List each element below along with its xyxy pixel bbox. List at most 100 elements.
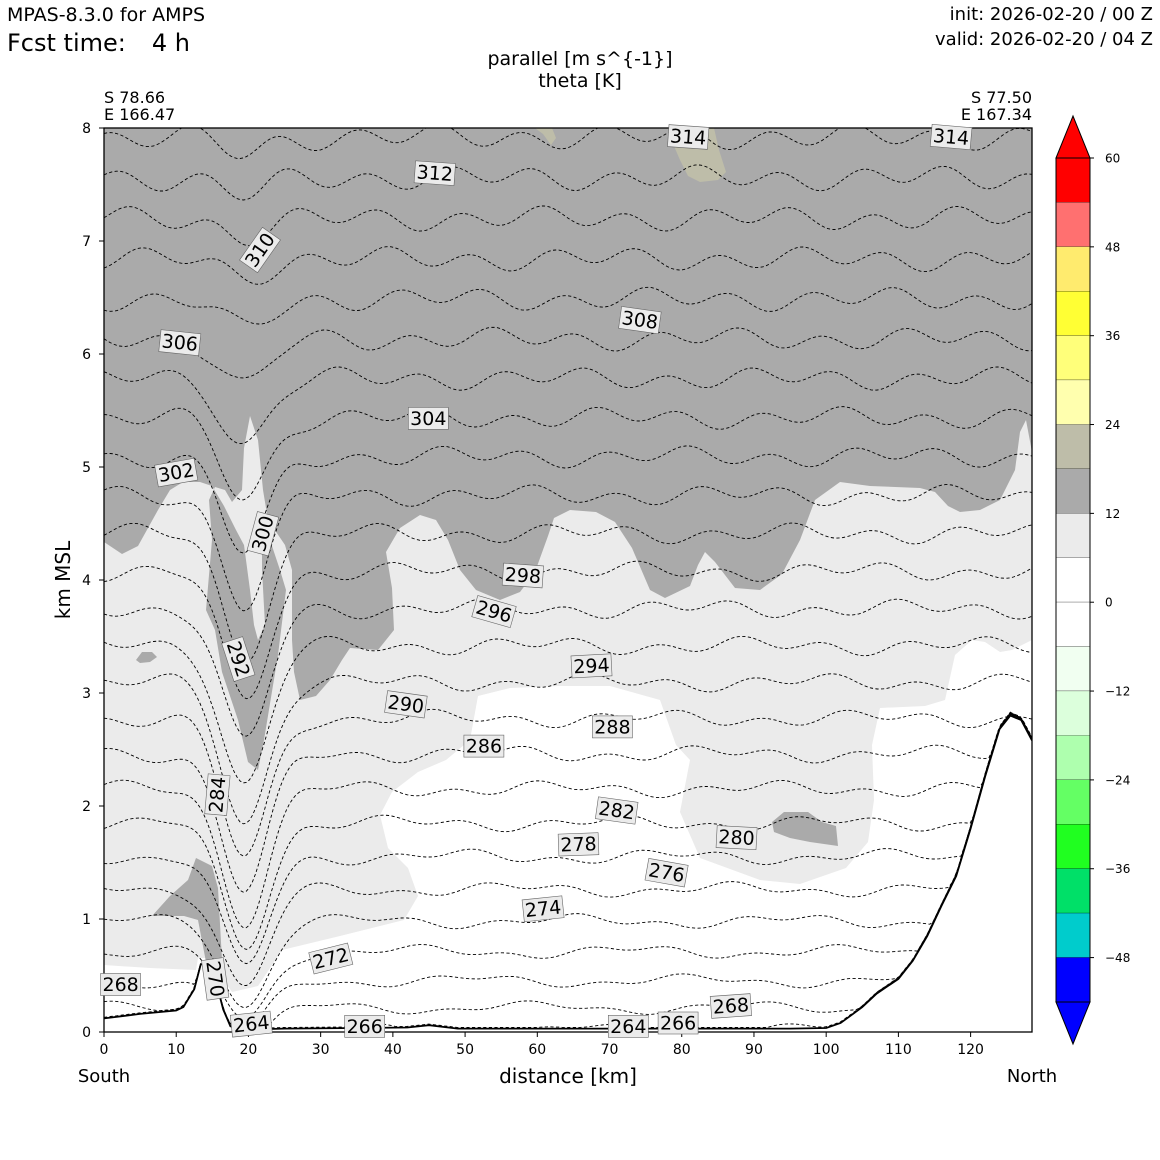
y-tick-label: 4: [82, 573, 91, 589]
y-tick-label: 2: [82, 799, 91, 815]
theta-label-text: 290: [386, 691, 425, 718]
right-endpoint-lat: S 77.50: [971, 88, 1032, 107]
theta-label-box: [644, 858, 689, 888]
theta-line: [104, 713, 1032, 1029]
theta-label-box: [570, 653, 613, 679]
y-tick-label: 6: [82, 347, 91, 363]
plot-area: [104, 128, 1032, 1032]
theta-label: 268: [100, 973, 141, 996]
theta-label-text: 264: [232, 1012, 270, 1038]
theta-label: 280: [715, 825, 758, 850]
colorbar-tick-label: 60: [1105, 152, 1120, 166]
colorbar-bin: [1056, 424, 1090, 469]
colorbar-bin: [1056, 602, 1090, 647]
theta-label: 314: [667, 124, 710, 150]
theta-label-text: 266: [660, 1013, 696, 1035]
right-endpoint-lon: E 167.34: [961, 105, 1032, 124]
theta-label: 288: [592, 715, 633, 738]
south-label: South: [78, 1066, 130, 1087]
colorbar-bin: [1056, 824, 1090, 869]
colorbar-bin: [1056, 513, 1090, 558]
x-tick-label: 110: [885, 1042, 912, 1058]
colorbar-tick-label: −48: [1105, 951, 1130, 965]
y-axis-ticks: 0 1 2 3 4 5 6 7 8: [82, 121, 104, 1041]
theta-label: 290: [384, 690, 428, 719]
theta-line: [104, 484, 1032, 612]
x-tick-label: 120: [957, 1042, 984, 1058]
theta-label: 268: [709, 993, 752, 1019]
colorbar-bin: [1056, 246, 1090, 292]
theta-label-box: [344, 1015, 386, 1038]
theta-line: [104, 445, 1032, 554]
theta-label-box: [229, 1010, 273, 1038]
colorbar-tick-label: 12: [1105, 507, 1120, 521]
left-endpoint-lon: E 166.47: [104, 105, 175, 124]
theta-label: 274: [521, 895, 565, 923]
theta-label-box: [413, 160, 456, 186]
theta-label: 284: [204, 773, 230, 816]
theta-label-box: [657, 1011, 699, 1035]
colorbar-tick-label: −36: [1105, 862, 1130, 876]
y-tick-label: 0: [82, 1025, 91, 1041]
model-title: MPAS-8.3.0 for AMPS: [7, 4, 206, 26]
colorbar-bin: [1056, 646, 1090, 691]
theta-label: 312: [413, 160, 456, 186]
x-tick-label: 80: [673, 1042, 691, 1058]
y-tick-label: 5: [82, 460, 91, 476]
theta-label-text: 274: [524, 896, 562, 922]
theta-line: [104, 286, 1032, 325]
theta-label: 304: [407, 407, 449, 430]
theta-label: 278: [557, 832, 600, 857]
theta-label-text: 308: [620, 307, 659, 334]
theta-label-box: [158, 329, 202, 357]
y-axis-label: km MSL: [51, 540, 75, 619]
theta-label: 294: [570, 653, 613, 679]
theta-label: 314: [929, 123, 973, 150]
theta-line: [104, 522, 1032, 663]
theta-label-box: [100, 973, 141, 996]
theta-line: [104, 406, 1032, 501]
theta-label-box: [715, 825, 758, 850]
theta-line: [104, 164, 1032, 201]
theta-label-text: 284: [205, 776, 230, 814]
theta-label-box: [308, 942, 354, 975]
x-tick-label: 20: [240, 1042, 258, 1058]
colorbar-bin: [1056, 868, 1090, 914]
colorbar-bin: [1056, 335, 1090, 381]
colorbar-tick-label: 36: [1105, 329, 1120, 343]
north-label: North: [1007, 1066, 1057, 1087]
y-tick-label: 3: [82, 686, 91, 702]
left-endpoint-lat: S 78.66: [104, 88, 165, 107]
theta-contour-labels: 314 3143123103083063043023002982962942922…: [100, 123, 973, 1038]
theta-label-text: 264: [610, 1016, 646, 1038]
theta-label-text: 314: [932, 125, 970, 150]
x-tick-label: 60: [528, 1042, 546, 1058]
theta-label-box: [618, 306, 662, 335]
theta-label-text: 266: [347, 1016, 383, 1038]
theta-label: 302: [154, 457, 199, 488]
x-tick-label: 10: [167, 1042, 185, 1058]
terrain-cover: [104, 715, 1032, 1032]
theta-label-box: [201, 957, 230, 1001]
forecast-time-value: 4 h: [151, 29, 190, 57]
region-tiny-dark-gray: [136, 652, 157, 663]
theta-label-text: 294: [573, 654, 610, 678]
x-axis-label: distance [km]: [499, 1064, 637, 1088]
theta-line: [104, 128, 1032, 159]
theta-line: [104, 711, 1032, 893]
theta-label-box: [667, 124, 710, 150]
colorbar-bin: [1056, 779, 1090, 825]
theta-line: [104, 712, 1032, 986]
forecast-time: Fcst time: 4 h: [7, 29, 190, 57]
x-tick-label: 0: [100, 1042, 109, 1058]
theta-line: [104, 713, 1032, 1019]
y-tick-label: 8: [82, 121, 91, 137]
x-tick-label: 50: [456, 1042, 474, 1058]
theta-label-box: [463, 734, 505, 758]
theta-line: [104, 712, 1032, 950]
theta-label-text: 286: [466, 736, 502, 758]
colorbar-bin: [1056, 291, 1090, 336]
theta-label: 266: [657, 1011, 699, 1035]
theta-label-box: [239, 226, 281, 274]
